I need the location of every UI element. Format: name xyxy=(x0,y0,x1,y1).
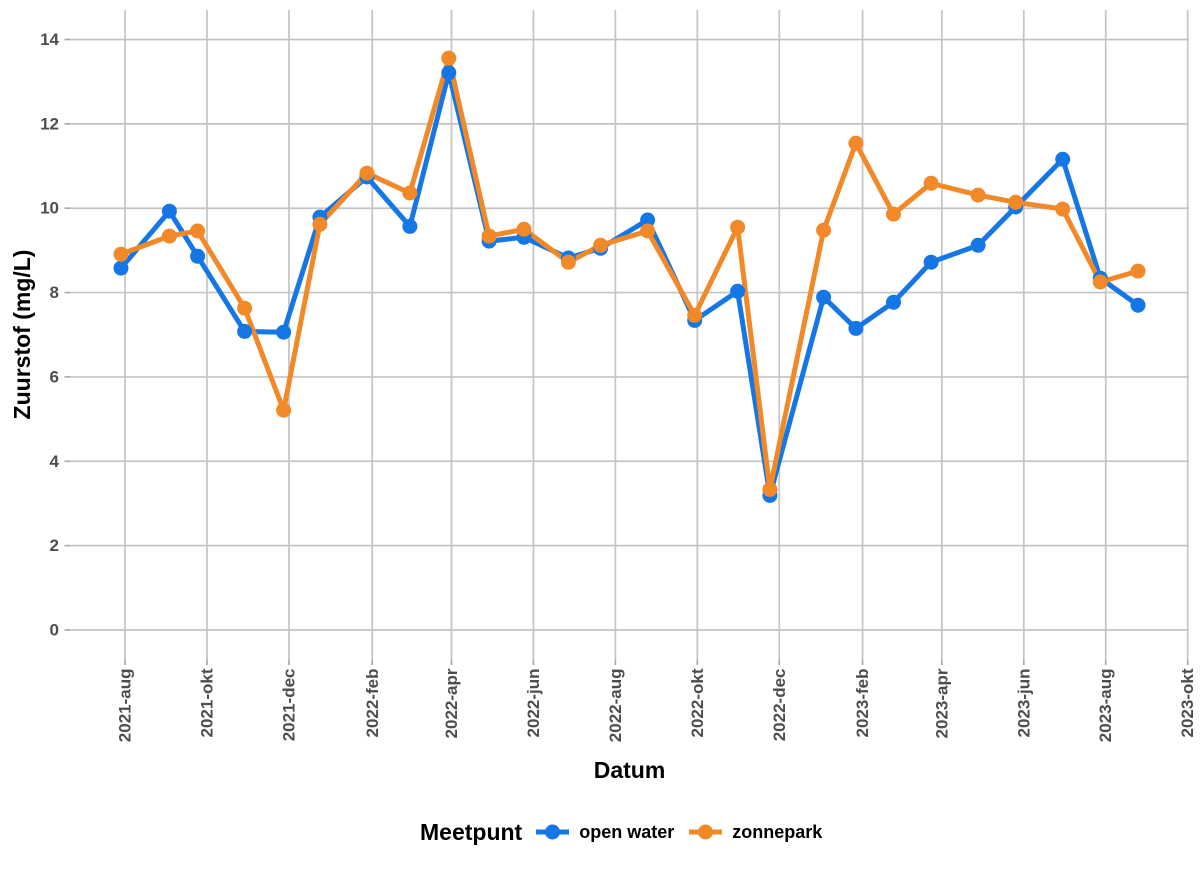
legend-label-open-water: open water xyxy=(579,821,675,842)
x-tick-label: 2022-feb xyxy=(363,669,382,738)
data-points xyxy=(113,50,1146,503)
data-point-open-water xyxy=(441,65,457,81)
y-tick-label: 8 xyxy=(50,283,59,302)
data-point-open-water xyxy=(970,237,986,253)
data-point-open-water xyxy=(848,320,864,336)
data-point-zonnepark xyxy=(237,300,253,316)
data-point-open-water xyxy=(1055,151,1071,167)
data-point-zonnepark xyxy=(923,175,939,191)
data-point-zonnepark xyxy=(516,221,532,237)
data-point-open-water xyxy=(161,203,177,219)
x-tick-label: 2022-jun xyxy=(524,669,543,738)
data-point-open-water xyxy=(113,260,129,276)
x-tick-label: 2023-aug xyxy=(1096,669,1115,743)
data-point-zonnepark xyxy=(560,254,576,270)
data-point-zonnepark xyxy=(848,135,864,151)
y-axis-title: Zuurstof (mg/L) xyxy=(9,250,35,420)
legend-title: Meetpunt xyxy=(420,818,523,845)
data-point-zonnepark xyxy=(402,185,418,201)
data-point-open-water xyxy=(276,324,292,340)
x-tick-label: 2021-okt xyxy=(198,668,217,737)
data-point-zonnepark xyxy=(970,187,986,203)
data-point-zonnepark xyxy=(481,228,497,244)
x-tick-label: 2023-apr xyxy=(932,668,951,738)
x-axis-title: Datum xyxy=(594,757,666,783)
data-point-zonnepark xyxy=(312,216,328,232)
y-tick-label: 12 xyxy=(40,114,59,133)
axis-tick-marks xyxy=(64,38,1189,665)
y-tick-label: 4 xyxy=(50,452,60,471)
x-tick-label: 2022-okt xyxy=(688,668,707,737)
x-tick-label: 2021-dec xyxy=(279,669,298,742)
data-point-open-water xyxy=(923,254,939,270)
data-point-open-water xyxy=(816,289,832,305)
data-point-open-water xyxy=(190,248,206,264)
y-tick-label: 2 xyxy=(50,536,59,555)
x-tick-label: 2023-okt xyxy=(1178,668,1197,737)
data-point-zonnepark xyxy=(359,165,375,181)
y-tick-label: 14 xyxy=(40,30,59,49)
data-point-zonnepark xyxy=(1055,201,1071,217)
data-point-open-water xyxy=(237,323,253,339)
data-point-zonnepark xyxy=(190,223,206,239)
legend-key-open-water xyxy=(536,824,570,840)
data-point-zonnepark xyxy=(762,482,778,497)
data-point-open-water xyxy=(730,283,746,299)
data-point-open-water xyxy=(402,218,418,234)
data-point-open-water xyxy=(640,212,656,228)
legend: Meetpunt open water zonnepark xyxy=(420,818,822,846)
legend-key-point xyxy=(698,824,714,840)
x-tick-label: 2023-feb xyxy=(853,669,872,738)
x-tick-label: 2022-dec xyxy=(770,669,789,742)
legend-label-zonnepark: zonnepark xyxy=(732,821,823,842)
series-lines xyxy=(118,55,1141,498)
y-tick-label: 0 xyxy=(50,620,59,639)
data-point-zonnepark xyxy=(161,228,177,244)
data-point-zonnepark xyxy=(441,50,457,66)
y-tick-label: 10 xyxy=(40,199,59,218)
y-tick-label: 6 xyxy=(50,367,59,386)
data-point-zonnepark xyxy=(593,237,609,253)
data-point-zonnepark xyxy=(1092,274,1108,290)
y-axis-tick-labels: 0 2 4 6 8 10 12 14 xyxy=(40,30,59,639)
data-point-zonnepark xyxy=(687,307,703,323)
data-point-open-water xyxy=(1130,297,1146,313)
legend-item-open-water: open water xyxy=(535,822,674,843)
data-point-zonnepark xyxy=(730,219,746,235)
series-line-zonnepark xyxy=(118,55,1141,492)
data-point-zonnepark xyxy=(276,402,292,418)
gridlines xyxy=(70,10,1189,660)
data-point-open-water xyxy=(886,294,901,310)
data-point-zonnepark xyxy=(1008,194,1024,210)
x-tick-label: 2022-aug xyxy=(606,669,625,743)
x-tick-label: 2023-jun xyxy=(1014,669,1033,738)
legend-item-zonnepark: zonnepark xyxy=(688,822,822,843)
x-axis-tick-labels: 2021-aug 2021-okt 2021-dec 2022-feb 2022-apr… xyxy=(116,668,1198,742)
data-point-zonnepark xyxy=(886,206,901,222)
data-point-zonnepark xyxy=(113,246,129,262)
data-point-zonnepark xyxy=(640,223,656,239)
legend-key-point xyxy=(545,824,561,840)
data-point-zonnepark xyxy=(1130,263,1146,279)
legend-key-zonnepark xyxy=(689,824,723,840)
x-tick-label: 2021-aug xyxy=(116,669,135,743)
x-tick-label: 2022-apr xyxy=(442,668,461,738)
series-line-open-water xyxy=(118,70,1141,498)
data-point-zonnepark xyxy=(816,222,832,238)
